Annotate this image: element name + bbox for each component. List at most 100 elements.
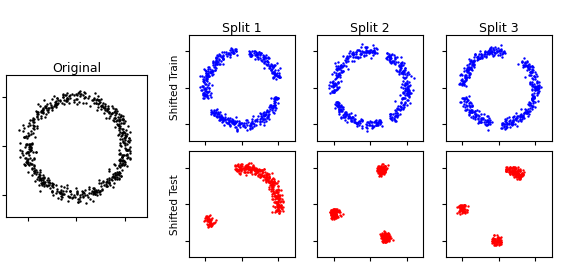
Point xyxy=(267,108,276,113)
Point xyxy=(225,124,234,128)
Point xyxy=(523,68,532,72)
Point xyxy=(113,122,122,126)
Point xyxy=(232,129,241,133)
Point xyxy=(224,118,233,122)
Point xyxy=(260,113,269,117)
Point xyxy=(464,108,473,112)
Point xyxy=(274,194,283,198)
Point xyxy=(524,110,533,114)
Point xyxy=(363,50,372,54)
Point xyxy=(97,187,106,191)
Point xyxy=(23,157,32,161)
Point xyxy=(376,170,385,174)
Point xyxy=(125,157,134,161)
Point xyxy=(333,81,342,85)
Point xyxy=(259,59,268,64)
Point xyxy=(532,85,541,89)
Point xyxy=(256,120,265,124)
Point xyxy=(80,91,89,95)
Point xyxy=(395,107,404,112)
Point xyxy=(373,122,382,127)
Point xyxy=(25,161,35,165)
Point xyxy=(264,175,273,180)
Point xyxy=(198,77,207,81)
Point xyxy=(275,75,284,79)
Point xyxy=(351,120,360,125)
Point xyxy=(265,66,275,70)
Point xyxy=(332,99,341,104)
Point xyxy=(397,81,406,86)
Point xyxy=(371,51,380,55)
Point xyxy=(456,81,465,85)
Point xyxy=(273,190,282,194)
Point xyxy=(248,163,257,168)
Point xyxy=(114,123,123,127)
Point xyxy=(261,178,271,182)
Point xyxy=(351,120,360,124)
Point xyxy=(376,166,385,170)
Point xyxy=(208,110,217,114)
Point xyxy=(246,169,255,173)
Point xyxy=(329,208,338,213)
Point xyxy=(118,153,127,157)
Point xyxy=(278,204,287,209)
Point xyxy=(470,109,479,113)
Point xyxy=(404,94,413,98)
Point xyxy=(331,88,340,92)
Point xyxy=(400,68,409,72)
Point xyxy=(261,113,270,117)
Point xyxy=(515,174,524,178)
Point xyxy=(44,176,53,180)
Point xyxy=(203,72,212,76)
Point xyxy=(518,172,528,176)
Point xyxy=(333,103,342,107)
Point xyxy=(277,188,286,192)
Point xyxy=(274,75,283,79)
Point xyxy=(375,166,384,170)
Point xyxy=(211,220,220,224)
Point xyxy=(458,79,467,83)
Point xyxy=(111,106,120,111)
Point xyxy=(82,200,91,205)
Point xyxy=(380,236,389,241)
Point xyxy=(327,209,336,214)
Point xyxy=(329,211,338,216)
Point xyxy=(119,159,128,163)
Point xyxy=(35,103,44,108)
Point xyxy=(402,88,411,93)
Point xyxy=(527,80,536,84)
Point xyxy=(219,57,228,61)
Point xyxy=(92,97,101,102)
Point xyxy=(331,82,340,87)
Point xyxy=(375,118,384,122)
Point xyxy=(199,93,208,97)
Point xyxy=(118,118,127,122)
Point xyxy=(496,238,505,242)
Point xyxy=(211,68,220,73)
Point xyxy=(123,132,132,136)
Point xyxy=(379,162,388,166)
Point xyxy=(229,118,238,122)
Point xyxy=(258,170,267,174)
Point xyxy=(32,112,41,117)
Point xyxy=(514,167,523,171)
Point xyxy=(206,71,215,75)
Point xyxy=(248,49,257,53)
Point xyxy=(201,71,211,76)
Point xyxy=(372,123,381,127)
Point xyxy=(382,57,391,61)
Point xyxy=(509,167,518,171)
Point xyxy=(30,163,39,168)
Point xyxy=(378,235,387,240)
Point xyxy=(398,106,408,110)
Point xyxy=(515,168,524,172)
Point xyxy=(396,65,405,69)
Point xyxy=(229,121,238,126)
Point xyxy=(114,163,123,167)
Point xyxy=(22,142,31,147)
Point xyxy=(98,105,107,109)
Point xyxy=(235,122,244,127)
Point xyxy=(506,170,515,174)
Point xyxy=(276,66,285,70)
Point xyxy=(268,183,277,187)
